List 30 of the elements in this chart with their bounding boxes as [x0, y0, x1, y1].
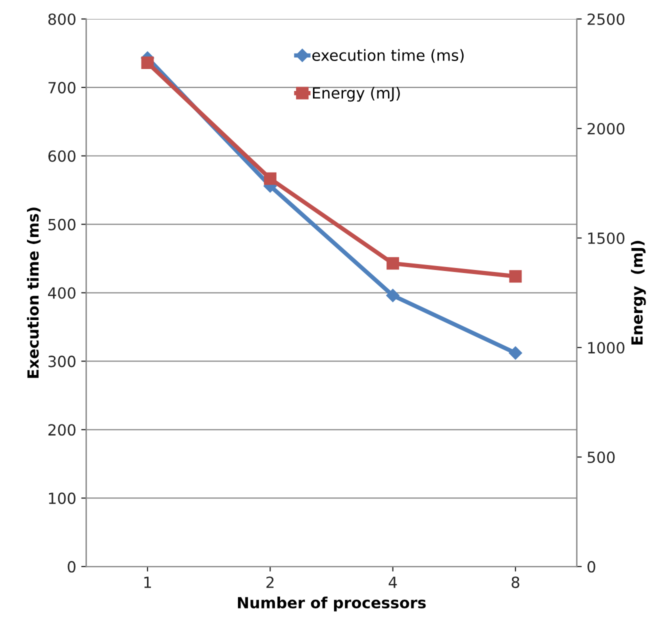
y2-tick-label: 2500 — [588, 13, 624, 26]
y2-tick-label: 0 — [588, 561, 596, 573]
y-axis-title: Execution time (ms) — [26, 208, 41, 378]
x-tick-label: 2 — [266, 576, 274, 588]
point — [386, 257, 400, 270]
legend-label: execution time (ms) — [312, 49, 464, 63]
y-tick-label: 0 — [68, 561, 76, 573]
y2-axis-title: Energy (mJ) — [630, 240, 646, 345]
x-tick-label: 4 — [388, 576, 397, 588]
y2-tick-label: 500 — [588, 451, 615, 464]
y-tick-label: 800 — [48, 13, 76, 26]
y-tick-label: 400 — [48, 287, 76, 299]
y-tick-label: 100 — [48, 492, 76, 504]
y-tick-label: 300 — [48, 356, 76, 368]
x-tick-label: 8 — [512, 576, 520, 588]
y2-tick-label: 2000 — [588, 122, 624, 135]
x-tick-label: 1 — [144, 576, 151, 588]
point — [508, 346, 522, 360]
point — [264, 172, 276, 185]
point — [386, 288, 400, 302]
y-tick-label: 600 — [48, 150, 76, 162]
legend-label: Energy (mJ) — [312, 86, 400, 102]
y2-tick-label: 1000 — [588, 342, 624, 354]
x-axis-title: Number of processors — [238, 596, 426, 612]
y-tick-label: 500 — [48, 218, 76, 230]
point — [509, 270, 522, 283]
point — [141, 56, 154, 70]
y2-tick-label: 1500 — [588, 232, 624, 244]
y-tick-label: 700 — [48, 82, 76, 94]
y-tick-label: 200 — [48, 424, 76, 436]
